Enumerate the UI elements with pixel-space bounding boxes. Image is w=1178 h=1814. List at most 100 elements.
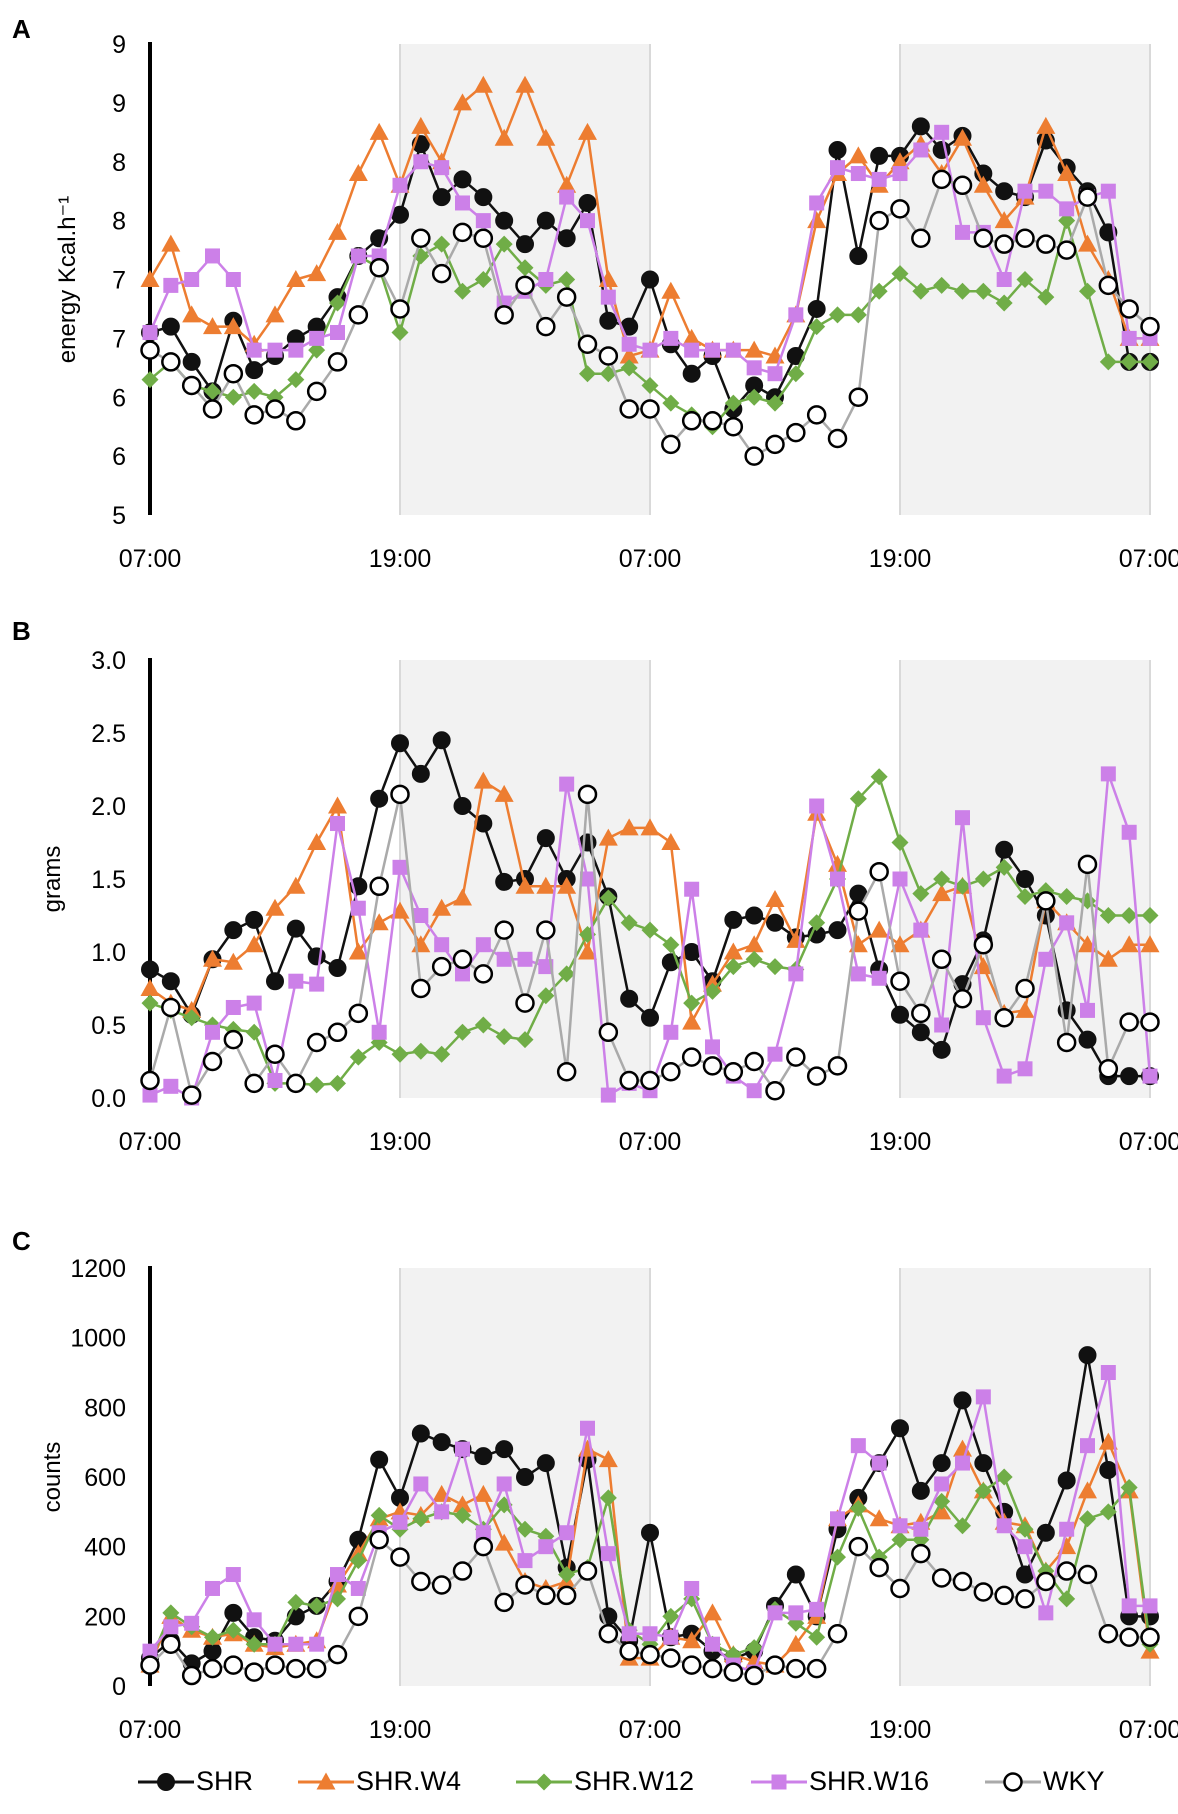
data-point	[538, 1539, 554, 1555]
data-point	[744, 446, 764, 466]
data-point	[369, 257, 389, 278]
data-point	[494, 1592, 514, 1613]
data-point	[870, 146, 889, 165]
data-point	[974, 870, 992, 888]
data-point	[954, 282, 971, 300]
data-point	[392, 859, 408, 875]
data-point	[684, 881, 700, 897]
data-point	[788, 307, 804, 323]
series-wky	[140, 169, 1160, 466]
data-point	[621, 1626, 637, 1642]
data-point	[140, 979, 160, 996]
data-point	[432, 731, 451, 750]
data-point	[848, 387, 869, 407]
data-point	[413, 1476, 429, 1492]
data-point	[599, 1489, 617, 1507]
data-point	[702, 1658, 723, 1679]
data-point	[912, 282, 930, 300]
data-point	[661, 833, 681, 850]
data-point	[765, 434, 785, 455]
data-point	[348, 305, 369, 325]
data-point	[849, 306, 867, 324]
data-point	[329, 1074, 346, 1092]
data-point	[140, 1655, 160, 1675]
data-point	[577, 334, 598, 355]
data-point	[786, 422, 806, 443]
data-point	[369, 913, 389, 931]
data-point	[536, 829, 555, 848]
data-point	[974, 282, 992, 300]
data-point	[223, 1655, 244, 1675]
data-point	[204, 382, 221, 400]
data-point	[391, 323, 409, 341]
series-shr-w16	[142, 1365, 1158, 1680]
data-point	[453, 93, 472, 111]
data-point	[452, 1561, 473, 1581]
legend-marker	[1003, 1772, 1023, 1792]
data-point	[224, 1603, 243, 1622]
data-point	[578, 193, 597, 212]
data-point	[161, 317, 180, 336]
data-point	[890, 199, 910, 219]
data-point	[474, 1447, 493, 1466]
data-point	[431, 263, 452, 284]
data-point	[662, 1607, 680, 1625]
data-point	[869, 861, 889, 882]
x-tick-label: 07:00	[1119, 545, 1178, 573]
data-point	[182, 305, 202, 323]
data-point	[286, 270, 306, 287]
data-point	[1058, 888, 1076, 906]
data-point	[1017, 1061, 1033, 1077]
x-tick-label: 19:00	[869, 1128, 932, 1156]
data-point	[681, 1047, 702, 1067]
data-point	[142, 1087, 158, 1103]
data-point	[828, 854, 847, 872]
data-point	[1015, 228, 1035, 249]
data-point	[870, 282, 888, 300]
data-point	[309, 330, 325, 346]
data-point	[723, 1662, 744, 1682]
data-point	[849, 1499, 867, 1517]
data-point	[224, 921, 243, 940]
legend-label: SHR.W12	[574, 1766, 694, 1796]
data-point	[619, 1070, 639, 1091]
data-point	[682, 943, 701, 961]
data-point	[1015, 1000, 1035, 1018]
data-point	[681, 411, 702, 431]
data-point	[494, 1533, 514, 1551]
data-point	[556, 287, 577, 307]
data-point	[202, 399, 223, 419]
data-point	[452, 949, 473, 970]
data-point	[1120, 353, 1138, 371]
legend-label: SHR.W4	[356, 1766, 461, 1796]
data-point	[724, 910, 743, 929]
data-point	[955, 1455, 970, 1471]
data-point	[1080, 1002, 1095, 1018]
data-point	[705, 1636, 720, 1652]
data-point	[184, 272, 200, 287]
x-tick-label: 07:00	[1119, 1716, 1178, 1744]
y-tick-label: 800	[84, 1394, 126, 1422]
data-point	[161, 352, 181, 372]
data-point	[599, 889, 617, 907]
data-point	[411, 1571, 431, 1592]
data-point	[619, 399, 639, 419]
data-point	[975, 1389, 991, 1405]
data-point	[1098, 1059, 1119, 1079]
data-point	[1119, 1012, 1139, 1032]
data-point	[1016, 1520, 1034, 1538]
data-point	[1140, 1012, 1160, 1032]
data-point	[556, 1061, 577, 1082]
data-point	[267, 1636, 283, 1652]
data-point	[432, 1433, 451, 1452]
data-point	[641, 1523, 659, 1542]
data-point	[724, 394, 742, 412]
data-point	[455, 966, 470, 982]
data-point	[536, 920, 556, 940]
y-tick-label: 8	[112, 208, 126, 236]
data-point	[725, 342, 741, 358]
data-point	[413, 154, 429, 170]
data-point	[828, 140, 847, 159]
data-point	[932, 884, 952, 902]
